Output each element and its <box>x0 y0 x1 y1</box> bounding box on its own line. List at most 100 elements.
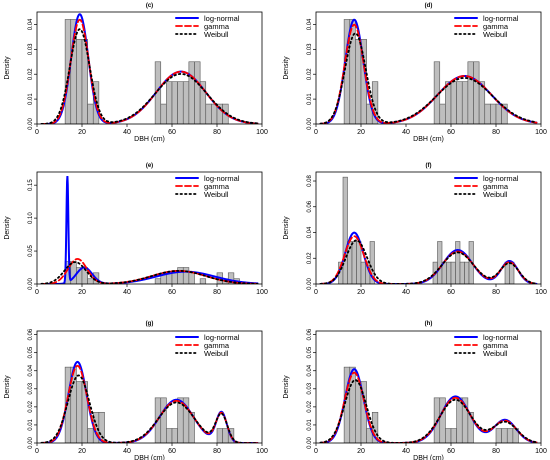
y-tick-label: 0.04 <box>28 18 34 30</box>
y-tick-label: 0.03 <box>307 382 313 394</box>
x-tick-label: 60 <box>168 448 176 455</box>
plot-frame <box>315 171 542 285</box>
legend-entry: gamma <box>204 22 230 31</box>
plot-frame <box>36 171 263 285</box>
legend-entry: Weibull <box>483 30 508 39</box>
x-tick-label: 100 <box>256 129 268 136</box>
x-axis-label: DBH (cm) <box>413 455 444 460</box>
legend-entry: Weibull <box>204 30 229 39</box>
histogram-bar <box>464 261 470 284</box>
x-axis: 0 20 40 60 80 100 DBH (cm) <box>314 443 547 460</box>
legend-entry: gamma <box>483 341 509 350</box>
histogram-bar <box>188 272 195 284</box>
x-tick-label: 80 <box>213 448 221 455</box>
y-tick-label: 0.05 <box>307 346 313 358</box>
histogram-bar <box>351 241 357 284</box>
y-tick-label: 0.01 <box>307 418 313 430</box>
y-axis-label: Density <box>283 216 290 240</box>
histogram-bar <box>342 176 348 284</box>
legend-entry: log-normal <box>483 174 519 183</box>
histogram-bar <box>171 428 178 443</box>
y-tick-label: 0.00 <box>307 278 313 290</box>
density-line-weibull <box>40 28 259 124</box>
x-axis-label: DBH (cm) <box>134 136 165 143</box>
legend-entry: gamma <box>204 182 230 191</box>
y-tick-label: 0.01 <box>307 93 313 105</box>
x-tick-label: 40 <box>402 289 410 296</box>
density-line-log-normal <box>40 175 259 284</box>
plot-frame <box>315 11 542 125</box>
histogram-bar <box>459 261 465 284</box>
y-tick-label: 0.05 <box>28 346 34 358</box>
histogram-bar <box>445 81 452 124</box>
x-tick-label: 20 <box>78 448 86 455</box>
x-tick-label: 20 <box>357 448 365 455</box>
y-tick-label: 0.00 <box>28 278 34 290</box>
histogram-bar <box>199 278 207 284</box>
x-tick-label: 0 <box>35 129 39 136</box>
y-tick-label: 0.03 <box>28 382 34 394</box>
y-axis: 0.00 0.01 0.02 0.03 0.04 Density <box>4 18 37 130</box>
histogram-bar <box>76 39 83 124</box>
x-axis-label: DBH (cm) <box>413 136 444 143</box>
legend-entry: log-normal <box>204 174 240 183</box>
y-tick-label: 0.03 <box>307 43 313 55</box>
x-tick-label: 60 <box>447 129 455 136</box>
histogram-bar <box>473 61 480 124</box>
histogram-bar <box>171 81 178 124</box>
y-tick-label: 0.01 <box>28 93 34 105</box>
legend-entry: gamma <box>483 182 509 191</box>
histogram-bar <box>166 428 173 443</box>
panel-title: (h) <box>425 321 433 327</box>
histogram-bar <box>446 261 452 284</box>
density-line-weibull <box>319 239 538 284</box>
histogram-bar <box>160 103 167 124</box>
histogram-bar <box>456 81 463 124</box>
y-tick-label: 0.06 <box>28 328 34 340</box>
histogram-bar <box>355 39 362 124</box>
histogram-bar <box>216 428 223 443</box>
legend-entry: Weibull <box>483 190 508 199</box>
x-tick-label: 40 <box>123 129 131 136</box>
histogram-bar <box>211 103 218 124</box>
histogram-bar <box>467 61 474 124</box>
panel-title: (g) <box>146 321 154 327</box>
histogram-bar <box>490 103 497 124</box>
x-tick-label: 100 <box>256 289 268 296</box>
panel-title: (c) <box>146 3 153 9</box>
histogram-bar <box>360 261 366 284</box>
density-curves <box>40 175 259 284</box>
x-tick-label: 0 <box>35 448 39 455</box>
density-line-gamma <box>40 364 259 443</box>
histogram-bar <box>455 241 461 284</box>
histogram-bar <box>171 272 178 284</box>
y-axis: 0.00 0.05 0.10 0.15 Density <box>4 179 37 290</box>
x-tick-label: 0 <box>314 129 318 136</box>
y-tick-label: 0.04 <box>307 226 313 238</box>
legend-entry: Weibull <box>204 349 229 358</box>
y-tick-label: 0.10 <box>28 212 34 224</box>
plot-frame <box>36 330 263 444</box>
y-axis: 0.00 0.01 0.02 0.03 0.04 0.05 0.06 Density <box>4 328 37 449</box>
legend-entry: log-normal <box>483 333 519 342</box>
x-tick-label: 40 <box>402 448 410 455</box>
histogram-bar <box>166 81 173 124</box>
density-line-weibull <box>40 374 259 443</box>
histogram-bar <box>501 103 508 124</box>
x-tick-label: 60 <box>447 289 455 296</box>
density-line-weibull <box>40 261 259 284</box>
density-curves <box>40 13 259 124</box>
histogram-bar <box>160 397 167 443</box>
y-axis-label: Density <box>4 216 11 240</box>
histogram-bar <box>371 81 379 124</box>
legend-entry: log-normal <box>204 333 240 342</box>
y-axis-label: Density <box>4 375 11 399</box>
legend-entry: gamma <box>204 341 230 350</box>
